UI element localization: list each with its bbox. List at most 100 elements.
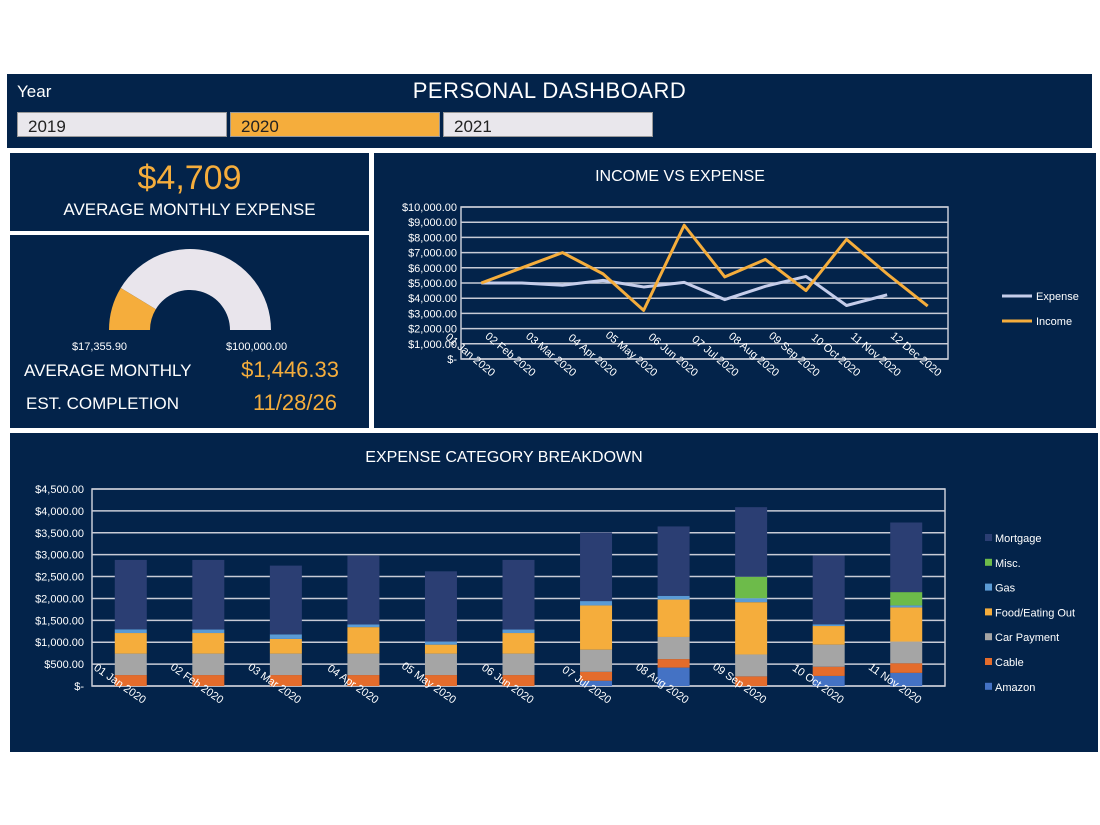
y-tick-label: $1,000.00	[35, 637, 84, 649]
bar-segment-food-eating-out	[192, 633, 225, 654]
bar-segment-car-payment	[114, 653, 147, 676]
header-panel: Year PERSONAL DASHBOARD 2019 2020 2021	[7, 74, 1092, 148]
bar-segment-food-eating-out	[735, 602, 768, 655]
bar-segment-mortgage	[502, 559, 535, 630]
y-tick-label: $1,500.00	[35, 615, 84, 627]
bar-segment-mortgage	[269, 565, 302, 635]
legend-swatch	[985, 633, 992, 641]
income-expense-panel: INCOME VS EXPENSE $- $1,000.00 $2,000.00 $3…	[374, 153, 1096, 428]
year-button-2020[interactable]: 2020	[230, 112, 440, 137]
y-tick-label: $10,000.00	[402, 202, 457, 214]
legend-label: Mortgage	[995, 533, 1041, 545]
bar-segment-mortgage	[424, 571, 457, 642]
bar-segment-amazon	[657, 667, 690, 686]
bar-segment-mortgage	[735, 507, 768, 577]
bar-segment-cable	[424, 675, 457, 686]
y-tick-label: $-	[447, 354, 457, 366]
gauge-progress-arc	[109, 287, 156, 330]
gauge-chart	[109, 249, 271, 330]
y-tick-label: $3,500.00	[35, 528, 84, 540]
bar-segment-gas	[502, 629, 535, 634]
savings-gauge-card: $17,355.90 $100,000.00 AVERAGE MONTHLY $…	[10, 235, 369, 428]
bar-segment-food-eating-out	[502, 633, 535, 654]
bar-segment-car-payment	[580, 649, 613, 672]
bar-segment-amazon	[812, 675, 845, 686]
legend-label-income: Income	[1036, 316, 1072, 328]
bar-segment-cable	[812, 666, 845, 676]
y-tick-label: $9,000.00	[408, 217, 457, 229]
bar-segment-mortgage	[657, 526, 690, 596]
bar-segment-amazon	[890, 672, 923, 686]
y-tick-label: $8,000.00	[408, 232, 457, 244]
y-tick-label: $2,000.00	[35, 593, 84, 605]
y-tick-label: $500.00	[44, 659, 84, 671]
bar-segment-gas	[812, 624, 845, 627]
bar-segment-gas	[192, 629, 225, 634]
bar-segment-mortgage	[192, 559, 225, 630]
y-tick-label: $4,000.00	[35, 506, 84, 518]
avg-expense-label: AVERAGE MONTHLY EXPENSE	[63, 200, 316, 219]
legend-swatch	[985, 583, 992, 591]
bar-segment-food-eating-out	[114, 633, 147, 654]
bar-segment-car-payment	[890, 641, 923, 664]
bar-segment-cable	[735, 676, 768, 686]
year-button-2021[interactable]: 2021	[443, 112, 653, 137]
bar-segment-car-payment	[812, 644, 845, 667]
bar-segment-car-payment	[657, 636, 690, 660]
bar-segment-mortgage	[812, 555, 845, 625]
bar-segment-car-payment	[269, 653, 302, 676]
bar-segment-food-eating-out	[890, 607, 923, 642]
bar-chart-title: EXPENSE CATEGORY BREAKDOWN	[365, 449, 643, 466]
bar-segment-gas	[657, 595, 690, 600]
y-tick-label: $7,000.00	[408, 248, 457, 260]
series-line-income	[480, 223, 929, 312]
est-completion-value: 11/28/26	[252, 390, 337, 415]
expense-breakdown-chart: $- $500.00 $1,000.00 $1,500.00 $2,000.00 $2,5…	[35, 484, 1075, 706]
line-chart-title: INCOME VS EXPENSE	[595, 168, 765, 185]
y-tick-label: $-	[74, 681, 84, 693]
bar-segment-mortgage	[114, 559, 147, 630]
bar-segment-mortgage	[580, 532, 613, 602]
y-tick-label: $1,000.00	[408, 339, 457, 351]
page-title: PERSONAL DASHBOARD	[412, 78, 687, 103]
avg-expense-card: $4,709 AVERAGE MONTHLY EXPENSE	[10, 153, 369, 231]
legend-label: Car Payment	[995, 632, 1059, 644]
legend-swatch	[985, 558, 992, 566]
bar-segment-gas	[580, 601, 613, 606]
bar-segment-gas	[890, 605, 923, 608]
legend-swatch	[985, 682, 992, 690]
legend-label: Gas	[995, 583, 1016, 595]
bar-segment-misc-	[735, 576, 768, 599]
bar-segment-cable	[114, 675, 147, 686]
est-completion-label: EST. COMPLETION	[26, 394, 180, 413]
y-tick-label: $6,000.00	[408, 263, 457, 275]
legend-swatch	[985, 658, 992, 665]
bar-segment-food-eating-out	[347, 627, 380, 654]
bar-segment-mortgage	[890, 522, 923, 593]
bar-segment-food-eating-out	[812, 626, 845, 645]
bar-segment-food-eating-out	[657, 599, 690, 637]
gauge-current-value: $17,355.90	[72, 341, 128, 353]
bar-segment-food-eating-out	[424, 644, 457, 654]
bar-segment-gas	[347, 624, 380, 628]
y-tick-label: $5,000.00	[408, 278, 457, 290]
plot-border	[460, 206, 949, 360]
year-button-2019[interactable]: 2019	[17, 112, 227, 137]
series-line-expense	[481, 274, 888, 307]
bar-segment-gas	[114, 629, 147, 634]
y-tick-label: $2,000.00	[408, 324, 457, 336]
legend-label: Cable	[995, 657, 1024, 669]
legend-label: Amazon	[995, 682, 1035, 694]
legend-label: Food/Eating Out	[995, 607, 1075, 619]
income-expense-chart: $- $1,000.00 $2,000.00 $3,000.00 $4,000.00 $5…	[402, 202, 1079, 379]
bar-segment-car-payment	[347, 653, 380, 676]
bar-segment-mortgage	[347, 555, 380, 625]
bar-segment-cable	[502, 675, 535, 686]
bar-segment-gas	[269, 634, 302, 639]
gauge-remaining-arc	[120, 249, 271, 330]
y-tick-label: $4,000.00	[408, 293, 457, 305]
legend-label-expense: Expense	[1036, 291, 1079, 303]
bar-segment-misc-	[890, 592, 923, 606]
legend-swatch	[985, 608, 992, 616]
bar-segment-gas	[424, 641, 457, 645]
